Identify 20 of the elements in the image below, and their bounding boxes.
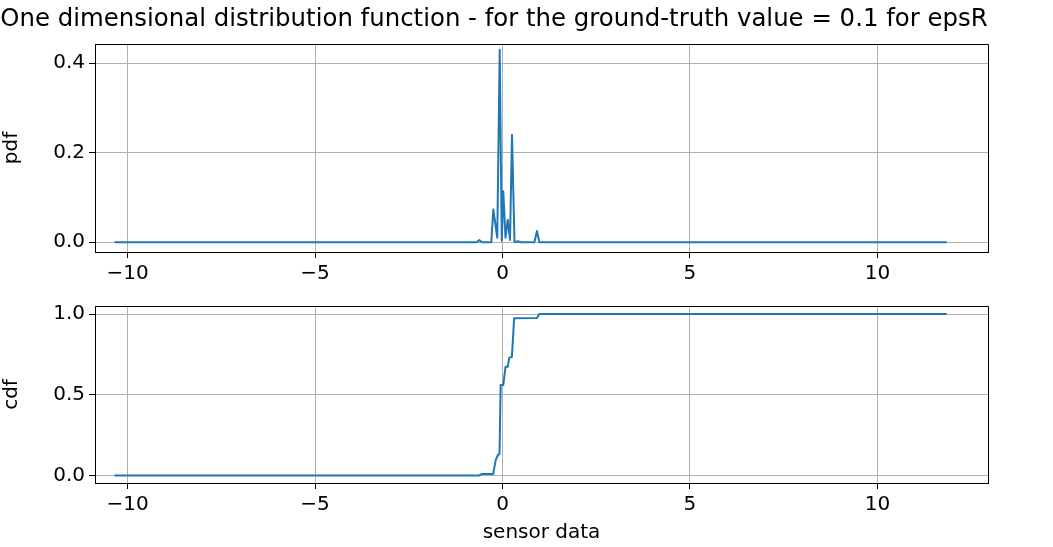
x-tick-label: −10: [106, 260, 149, 285]
x-tick-label: 5: [683, 491, 697, 516]
y-tick-label: 0.0: [53, 461, 85, 486]
y-tick-label: 0.4: [53, 49, 85, 74]
x-tick-label: −5: [300, 260, 330, 285]
y-tick-label: 0.2: [53, 138, 85, 163]
y-axis-title: pdf: [0, 130, 23, 165]
y-tick-label: 0.5: [53, 380, 85, 405]
x-tick-label: 10: [864, 491, 891, 516]
x-tick-label: 5: [683, 260, 697, 285]
x-axis-title: sensor data: [482, 519, 601, 544]
x-tick-label: 0: [496, 260, 509, 285]
y-tick-label: 0.0: [53, 228, 85, 253]
x-tick-label: −10: [106, 491, 149, 516]
chart-title: One dimensional distribution function - for the ground-truth value = 0.1 for epsR: [0, 2, 988, 32]
x-tick-label: 0: [496, 491, 509, 516]
x-tick-label: 10: [864, 260, 891, 285]
x-tick-label: −5: [300, 491, 330, 516]
y-tick-label: 1.0: [53, 300, 85, 325]
y-axis-title: cdf: [0, 378, 23, 410]
